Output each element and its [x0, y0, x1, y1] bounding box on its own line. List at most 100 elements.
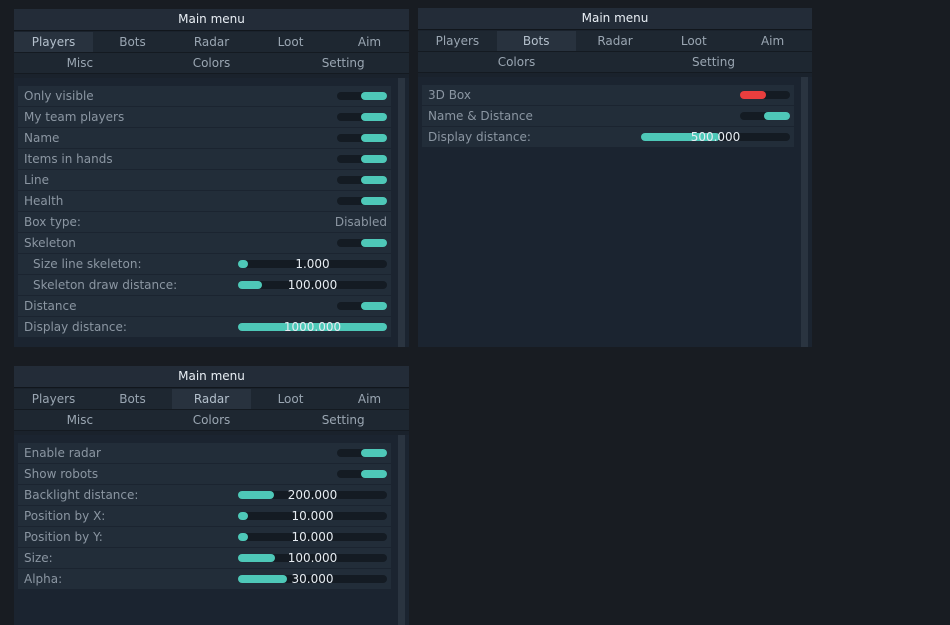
setting-row-my-team-players: My team players: [18, 107, 391, 127]
tab-colors[interactable]: Colors: [192, 56, 231, 70]
slider-fill: [238, 281, 262, 289]
toggle-switch[interactable]: [337, 176, 387, 184]
tab-colors[interactable]: Colors: [192, 413, 231, 427]
toggle-switch[interactable]: [740, 112, 790, 120]
tab-bots[interactable]: Bots: [119, 392, 146, 406]
toggle-knob: [361, 302, 387, 310]
tab-radar[interactable]: Radar: [172, 389, 251, 409]
slider-fill: [238, 554, 276, 562]
tab-misc[interactable]: Misc: [66, 56, 94, 70]
setting-row-size-line-skeleton: Size line skeleton: 1.000: [18, 254, 391, 274]
tab-setting[interactable]: Setting: [692, 55, 735, 69]
tabs-row-secondary: Misc Colors Setting: [14, 410, 409, 431]
setting-row-box-type: Box type: Disabled: [18, 212, 391, 232]
tab-loot[interactable]: Loot: [277, 392, 304, 406]
slider-value: 200.000: [287, 488, 338, 502]
setting-label: Distance: [24, 299, 77, 313]
toggle-switch[interactable]: [337, 134, 387, 142]
setting-row-backlight-distance: Backlight distance: 200.000: [18, 485, 391, 505]
setting-row-display-distance: Display distance: 500.000: [422, 127, 794, 147]
setting-label: Line: [24, 173, 50, 187]
slider-fill: [238, 533, 249, 541]
slider-value: 10.000: [291, 509, 334, 523]
tab-loot[interactable]: Loot: [277, 35, 304, 49]
setting-label: Size line skeleton:: [33, 257, 142, 271]
setting-label: Box type:: [24, 215, 81, 229]
tab-players[interactable]: Players: [31, 392, 76, 406]
setting-label: My team players: [24, 110, 125, 124]
tab-misc[interactable]: Misc: [66, 413, 94, 427]
value-slider[interactable]: 1.000: [238, 257, 387, 271]
setting-row-name: Name: [18, 128, 391, 148]
value-slider[interactable]: 1000.000: [238, 320, 387, 334]
toggle-knob: [361, 449, 387, 457]
toggle-knob: [361, 155, 387, 163]
scrollbar[interactable]: [801, 77, 808, 347]
tab-aim[interactable]: Aim: [760, 34, 785, 48]
tabs-row-primary: Players Bots Radar Loot Aim: [14, 389, 409, 410]
setting-label: Size:: [24, 551, 53, 565]
tab-loot[interactable]: Loot: [680, 34, 707, 48]
toggle-knob: [361, 134, 387, 142]
scrollbar[interactable]: [398, 435, 405, 625]
setting-row-size: Size: 100.000: [18, 548, 391, 568]
slider-value: 100.000: [287, 551, 338, 565]
tab-aim[interactable]: Aim: [357, 35, 382, 49]
panel-content: Enable radar Show robots Backlight distanc…: [14, 435, 409, 625]
toggle-knob: [764, 112, 790, 120]
setting-label: Show robots: [24, 467, 99, 481]
tab-radar[interactable]: Radar: [597, 34, 633, 48]
toggle-switch[interactable]: [337, 239, 387, 247]
toggle-switch[interactable]: [337, 92, 387, 100]
toggle-switch[interactable]: [740, 91, 790, 99]
setting-label: Enable radar: [24, 446, 101, 460]
toggle-switch[interactable]: [337, 449, 387, 457]
setting-row-alpha: Alpha: 30.000: [18, 569, 391, 589]
toggle-switch[interactable]: [337, 470, 387, 478]
value-slider[interactable]: 200.000: [238, 488, 387, 502]
setting-row-line: Line: [18, 170, 391, 190]
setting-row-skeleton-draw-distance: Skeleton draw distance: 100.000: [18, 275, 391, 295]
setting-label: Position by X:: [24, 509, 106, 523]
tab-aim[interactable]: Aim: [357, 392, 382, 406]
tab-players[interactable]: Players: [435, 34, 480, 48]
main-menu-panel-radar: Main menu Players Bots Radar Loot Aim Mi…: [14, 366, 409, 625]
slider-fill: [238, 512, 249, 520]
dropdown-value[interactable]: Disabled: [334, 215, 387, 229]
slider-value: 10.000: [291, 530, 334, 544]
tab-radar[interactable]: Radar: [193, 35, 230, 49]
tab-setting[interactable]: Setting: [321, 413, 365, 427]
value-slider[interactable]: 30.000: [238, 572, 387, 586]
slider-fill: [238, 491, 274, 499]
tab-setting[interactable]: Setting: [321, 56, 365, 70]
value-slider[interactable]: 500.000: [641, 130, 790, 144]
panel-content: 3D Box Name & Distance Display distance: 50…: [418, 77, 812, 347]
value-slider[interactable]: 10.000: [238, 509, 387, 523]
toggle-switch[interactable]: [337, 155, 387, 163]
setting-label: Skeleton: [24, 236, 76, 250]
slider-fill: [238, 575, 288, 583]
setting-label: Name & Distance: [428, 109, 533, 123]
value-slider[interactable]: 10.000: [238, 530, 387, 544]
toggle-knob: [361, 176, 387, 184]
value-slider[interactable]: 100.000: [238, 551, 387, 565]
tab-players[interactable]: Players: [14, 32, 93, 52]
toggle-switch[interactable]: [337, 302, 387, 310]
panel-title: Main menu: [14, 366, 409, 388]
setting-label: Backlight distance:: [24, 488, 139, 502]
tabs-row-secondary: Colors Setting: [418, 52, 812, 73]
scrollbar[interactable]: [398, 78, 405, 347]
tab-bots[interactable]: Bots: [496, 31, 576, 51]
tab-colors[interactable]: Colors: [497, 55, 536, 69]
setting-row-enable-radar: Enable radar: [18, 443, 391, 463]
value-slider[interactable]: 100.000: [238, 278, 387, 292]
tab-bots[interactable]: Bots: [119, 35, 146, 49]
setting-row-name-distance: Name & Distance: [422, 106, 794, 126]
setting-row-items-in-hands: Items in hands: [18, 149, 391, 169]
toggle-switch[interactable]: [337, 113, 387, 121]
setting-row-position-by-x: Position by X: 10.000: [18, 506, 391, 526]
toggle-switch[interactable]: [337, 197, 387, 205]
setting-label: 3D Box: [428, 88, 471, 102]
toggle-knob: [740, 91, 766, 99]
slider-value: 1000.000: [283, 320, 342, 334]
